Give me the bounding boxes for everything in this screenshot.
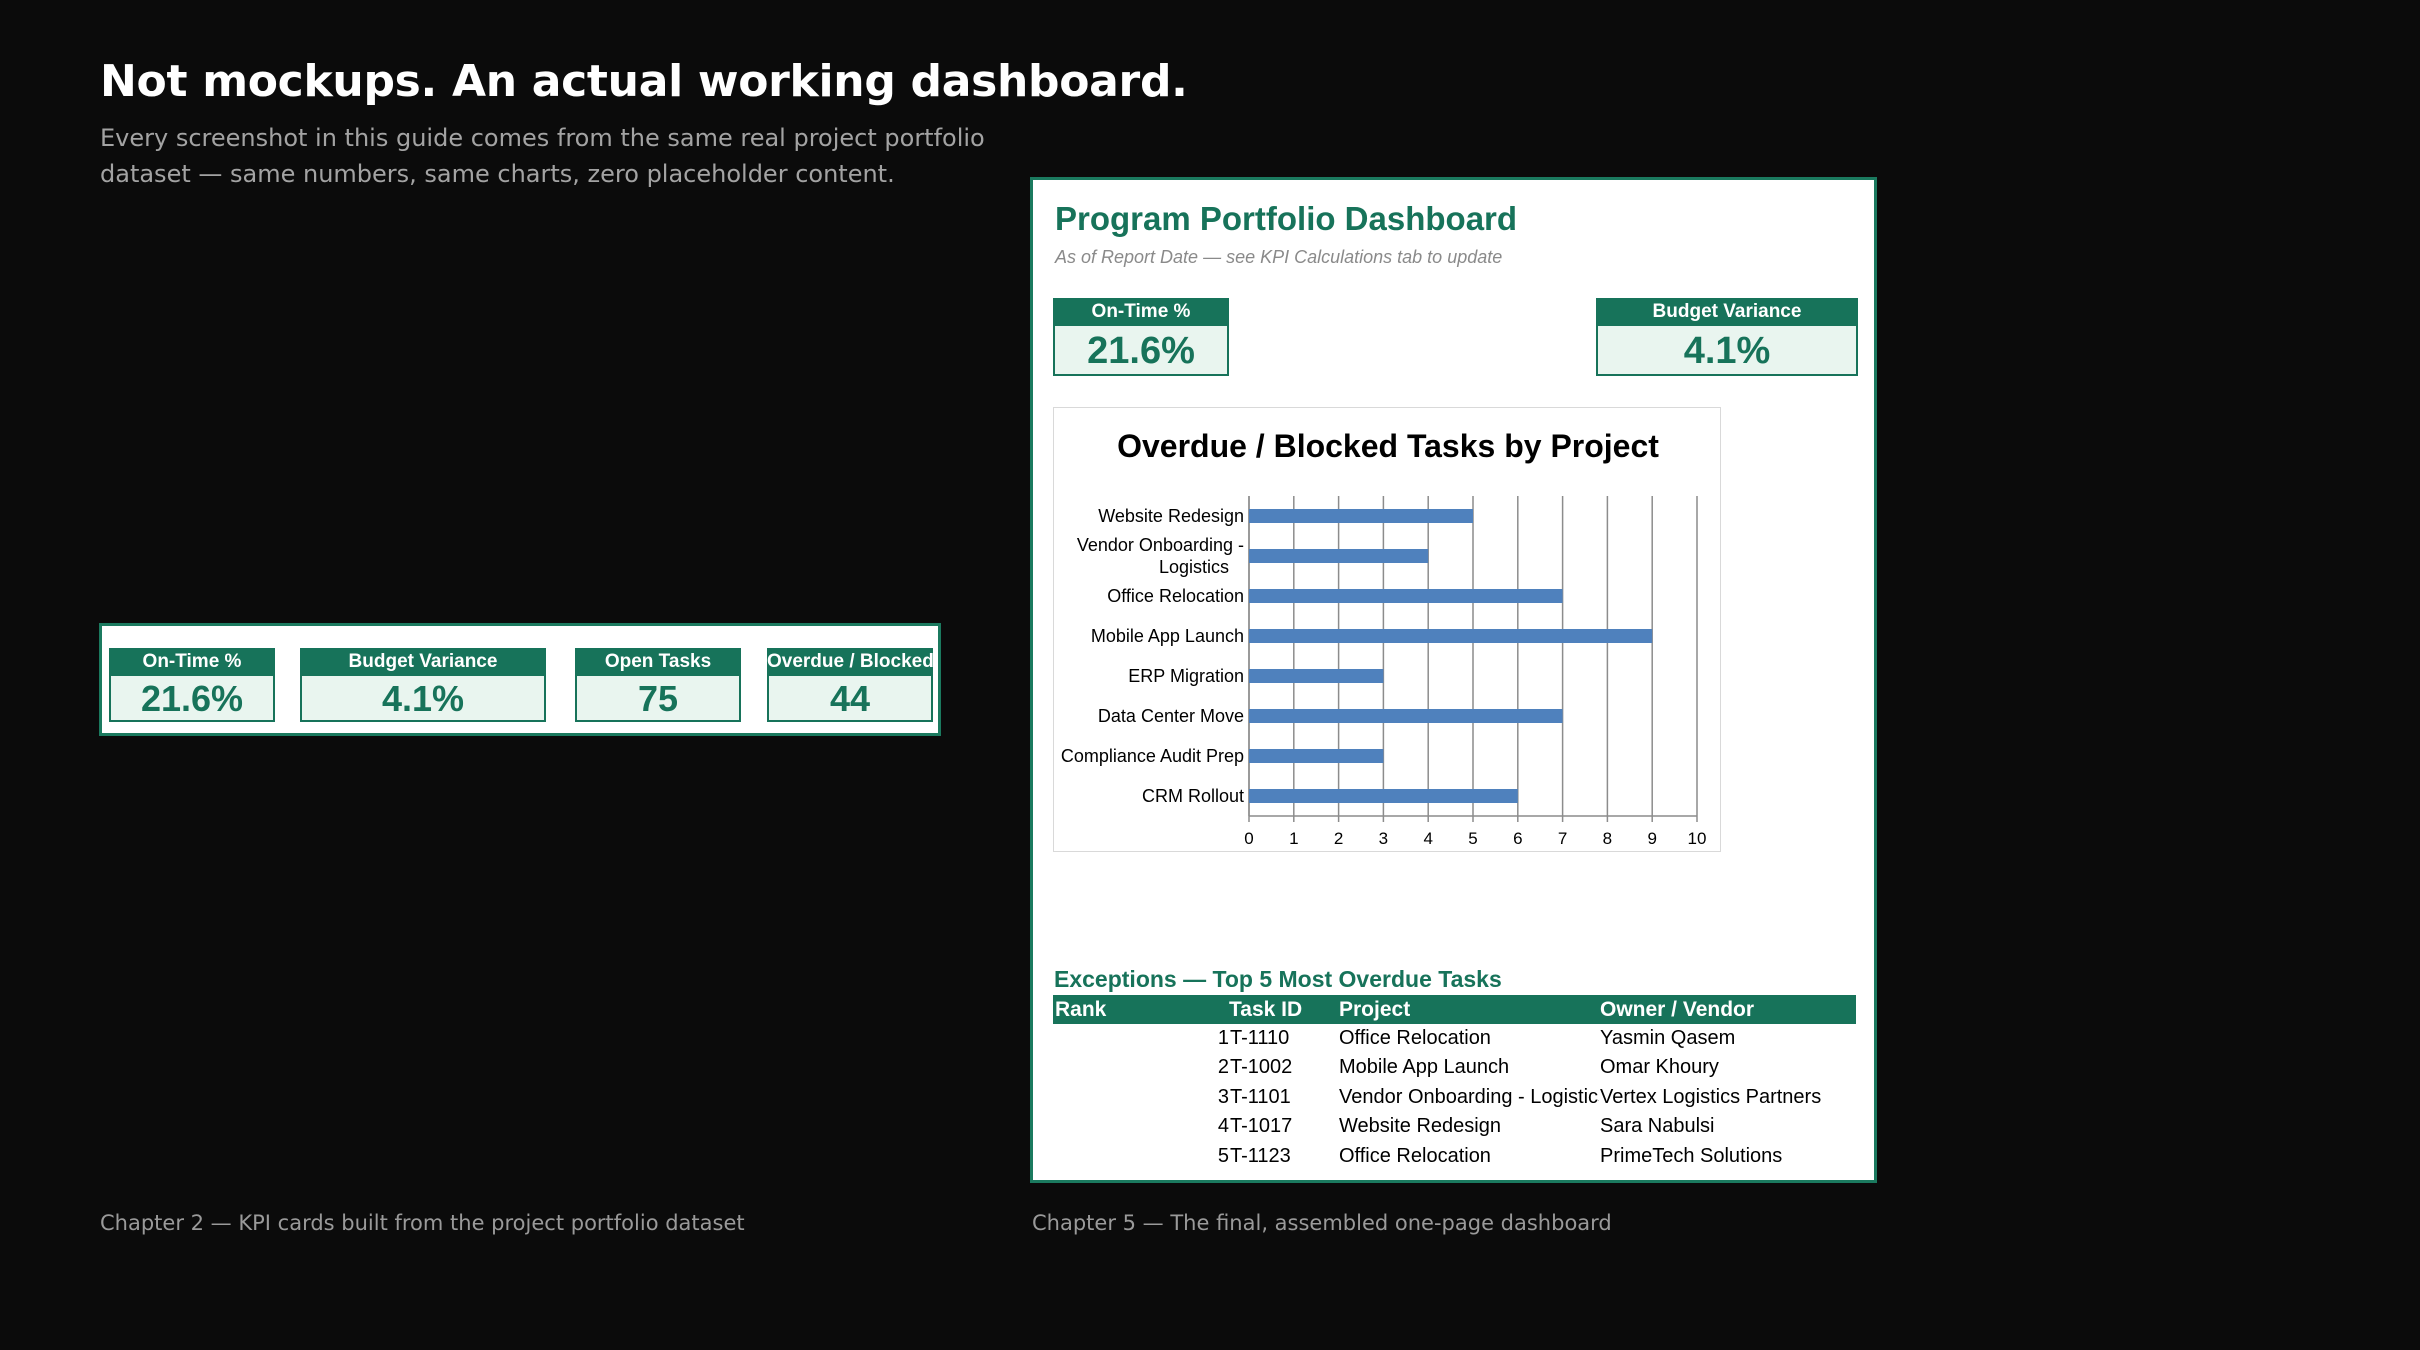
kpi-value: 21.6% <box>1053 326 1229 376</box>
category-label: CRM Rollout <box>1142 786 1244 806</box>
kpi-label: Open Tasks <box>575 648 741 676</box>
x-tick-label: 6 <box>1513 829 1522 848</box>
x-tick-label: 3 <box>1379 829 1388 848</box>
exceptions-table: Rank Task ID Project Owner / Vendor 1 T-… <box>1053 995 1856 1171</box>
dashboard-title: Program Portfolio Dashboard <box>1055 200 1518 237</box>
cell-rank: 2 <box>1217 1056 1229 1079</box>
kpi-card-overdue-blocked: Overdue / Blocked 44 <box>767 648 933 722</box>
bar <box>1249 709 1563 723</box>
x-tick-label: 1 <box>1289 829 1298 848</box>
kpi-label: Overdue / Blocked <box>767 648 933 676</box>
bar <box>1249 669 1384 683</box>
x-tick-label: 0 <box>1244 829 1253 848</box>
dashboard-preview: Program Portfolio Dashboard As of Report… <box>1030 177 1877 1183</box>
kpi-card-budget-variance: Budget Variance 4.1% <box>1596 298 1858 376</box>
cell-task-id: T-1123 <box>1230 1144 1291 1167</box>
column-header-project: Project <box>1339 998 1411 1021</box>
exceptions-title: Exceptions — Top 5 Most Overdue Tasks <box>1054 966 1502 992</box>
x-tick-label: 7 <box>1558 829 1567 848</box>
cell-task-id: T-1017 <box>1230 1115 1293 1138</box>
kpi-value: 21.6% <box>109 676 275 722</box>
bar <box>1249 629 1653 643</box>
bar <box>1249 749 1384 763</box>
table-row: 4 T-1017 Website Redesign Sara Nabulsi <box>1053 1112 1856 1141</box>
x-tick-label: 10 <box>1688 829 1707 848</box>
kpi-card-open-tasks: Open Tasks 75 <box>575 648 741 722</box>
x-tick-label: 8 <box>1603 829 1612 848</box>
cell-owner: PrimeTech Solutions <box>1600 1144 1783 1167</box>
table-row: 5 T-1123 Office Relocation PrimeTech Sol… <box>1053 1142 1856 1171</box>
cell-project: Website Redesign <box>1339 1115 1501 1138</box>
cell-project: Office Relocation <box>1339 1144 1491 1167</box>
cell-owner: Omar Khoury <box>1600 1056 1719 1079</box>
bar <box>1249 589 1563 603</box>
bar <box>1249 509 1473 523</box>
dashboard-subtitle: As of Report Date — see KPI Calculations… <box>1055 247 1503 267</box>
exceptions-table-header: Rank Task ID Project Owner / Vendor <box>1053 995 1856 1024</box>
cell-rank: 1 <box>1217 1027 1229 1049</box>
page-headline: Not mockups. An actual working dashboard… <box>100 56 1188 107</box>
overdue-blocked-chart: Overdue / Blocked Tasks by Project 0 1 2 3 4 5… <box>1053 407 1721 852</box>
table-row: 2 T-1002 Mobile App Launch Omar Khoury <box>1053 1053 1856 1082</box>
kpi-label: On-Time % <box>1053 298 1229 326</box>
kpi-value: 4.1% <box>300 676 546 722</box>
cell-owner: Vertex Logistics Partners <box>1600 1085 1822 1108</box>
category-label: Compliance Audit Prep <box>1061 746 1244 766</box>
caption-chapter-2: Chapter 2 — KPI cards built from the pro… <box>100 1211 745 1235</box>
x-tick-label: 9 <box>1647 829 1656 848</box>
cell-owner: Yasmin Qasem <box>1600 1027 1736 1049</box>
cell-task-id: T-1002 <box>1230 1056 1293 1079</box>
kpi-card-on-time: On-Time % 21.6% <box>1053 298 1229 376</box>
kpi-label: Budget Variance <box>1596 298 1858 326</box>
cell-project: Office Relocation <box>1339 1027 1491 1049</box>
kpi-label: Budget Variance <box>300 648 546 676</box>
bar <box>1249 549 1429 563</box>
caption-chapter-5: Chapter 5 — The final, assembled one-pag… <box>1032 1211 1612 1235</box>
kpi-value: 44 <box>767 676 933 722</box>
cell-project: Vendor Onboarding - Logistics <box>1339 1085 1599 1108</box>
cell-project: Mobile App Launch <box>1339 1056 1510 1079</box>
column-header-task-id: Task ID <box>1229 998 1303 1021</box>
table-row: 1 T-1110 Office Relocation Yasmin Qasem <box>1053 1024 1856 1053</box>
cell-task-id: T-1101 <box>1230 1085 1291 1108</box>
category-label: ERP Migration <box>1128 666 1244 686</box>
category-label: Office Relocation <box>1107 586 1244 606</box>
bar <box>1249 789 1518 803</box>
column-header-rank: Rank <box>1055 998 1107 1021</box>
kpi-value: 75 <box>575 676 741 722</box>
kpi-label: On-Time % <box>109 648 275 676</box>
kpi-card-budget-variance: Budget Variance 4.1% <box>300 648 546 722</box>
category-label: Website Redesign <box>1098 506 1244 526</box>
bar-chart-svg: Overdue / Blocked Tasks by Project 0 1 2 3 4 5… <box>1061 428 1707 848</box>
cell-rank: 4 <box>1217 1115 1229 1138</box>
category-label: Mobile App Launch <box>1091 626 1244 646</box>
category-label: Data Center Move <box>1098 706 1244 726</box>
x-tick-label: 2 <box>1334 829 1343 848</box>
kpi-cards-panel: On-Time % 21.6% Budget Variance 4.1% Ope… <box>99 623 941 736</box>
kpi-value: 4.1% <box>1596 326 1858 376</box>
kpi-card-on-time: On-Time % 21.6% <box>109 648 275 722</box>
cell-task-id: T-1110 <box>1230 1027 1290 1049</box>
page-subheadline: Every screenshot in this guide comes fro… <box>100 124 985 188</box>
cell-rank: 5 <box>1217 1144 1229 1167</box>
x-tick-label: 4 <box>1423 829 1432 848</box>
chart-title: Overdue / Blocked Tasks by Project <box>1117 428 1659 464</box>
cell-owner: Sara Nabulsi <box>1600 1115 1715 1138</box>
cell-rank: 3 <box>1217 1085 1229 1108</box>
category-label: Vendor Onboarding -Logistics <box>1077 535 1244 577</box>
column-header-owner: Owner / Vendor <box>1600 998 1755 1021</box>
x-tick-label: 5 <box>1468 829 1477 848</box>
table-row: 3 T-1101 Vendor Onboarding - Logistics V… <box>1053 1083 1856 1112</box>
